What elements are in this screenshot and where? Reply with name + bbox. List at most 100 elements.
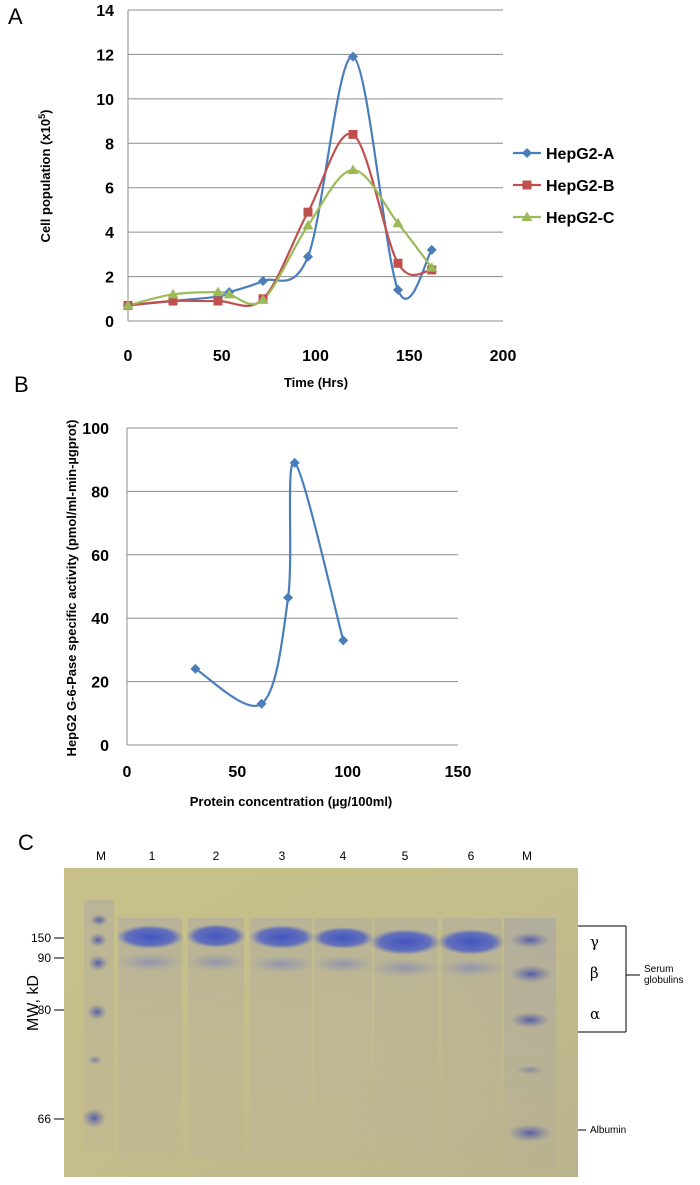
data-point-hepg2-b [168,296,178,306]
y-tick-label: 0 [100,738,109,755]
y-tick-label: 8 [105,136,114,153]
legend-label: HepG2-B [546,178,614,195]
gel-background [64,868,578,1177]
data-point-hepg2-c [167,288,179,299]
data-point-hepg2-c [257,294,269,304]
chart-a: 0 2 4 6 8 10 12 14 0 50 100 150 200 Time (Hrs) Cell … [37,3,615,390]
x-tick-label: 200 [490,348,517,365]
gel-band-annotations: γ β α Serum globulins Albumin [578,925,683,1136]
y-tick-label: 4 [105,225,114,242]
gel-gamma-bands [116,924,505,955]
legend-marker [522,148,532,158]
y-tick-label: 0 [105,314,114,331]
legend-label: HepG2-A [546,146,615,163]
mw-marker-label: 80 [38,1003,52,1017]
gamma-label: γ [590,933,599,951]
data-point-hepg2-c [426,262,438,272]
series-line-hepg2-a [127,55,433,307]
x-tick-label: 150 [396,348,423,365]
legend-marker [521,211,533,221]
x-tick-label: 50 [213,348,231,365]
x-tick-label: 150 [445,764,472,781]
chart-b-y-axis-label: HepG2 G-6-Pase specific activity (pmol/m… [64,420,79,757]
gel-beta-bands [116,953,505,977]
gel-lane-labels: M 1 2 3 4 5 6 M [96,849,532,863]
data-point [289,457,300,468]
gel-lane-label: M [522,849,532,863]
gel-mw-axis-label: MW, kD [25,975,42,1031]
data-point-hepg2-b [348,129,358,139]
gel-lane-label: 3 [279,849,286,863]
series-line-hepg2-b [127,132,432,307]
serum-globulins-label: Serum [644,964,673,975]
x-tick-label: 0 [123,764,132,781]
gel-lane-label: 6 [468,849,475,863]
gel-lane-label: 2 [213,849,220,863]
x-tick-label: 100 [302,348,329,365]
data-point-hepg2-a [348,51,358,62]
y-tick-label: 100 [82,421,109,438]
panel-label-a: A [8,4,23,29]
data-point [190,663,201,674]
chart-b-tick-labels: 0 20 40 60 80 100 0 50 100 150 [82,421,471,781]
chart-a-tick-labels: 0 2 4 6 8 10 12 14 0 50 100 150 200 [96,3,516,365]
y-tick-label: 6 [105,181,114,198]
chart-a-gridlines [128,9,503,278]
data-point-hepg2-c [347,164,359,174]
chart-a-series-lines [127,55,433,307]
serum-globulins-label: globulins [644,975,683,986]
panel-label-b: B [14,372,29,397]
data-point-hepg2-c [223,288,235,299]
y-tick-label: 80 [91,484,109,501]
panel-label-c: C [18,830,34,855]
x-tick-label: 100 [334,764,361,781]
legend-marker [522,180,532,190]
chart-a-legend: HepG2-A HepG2-B HepG2-C [513,146,615,227]
data-point [256,698,267,709]
chart-a-markers [122,51,438,311]
data-point-hepg2-a [393,284,403,295]
mw-marker-label: 66 [38,1112,52,1126]
mw-marker-label: 90 [38,951,52,965]
y-tick-label: 10 [96,92,114,109]
series-line [194,461,345,707]
gel-left-marker-bands [82,914,108,1128]
data-point-hepg2-b [393,258,403,268]
gel-lane-label: 1 [149,849,156,863]
x-tick-label: 0 [124,348,133,365]
data-point-hepg2-a [426,244,437,255]
gel-right-marker-bands [508,932,552,1142]
chart-b-x-axis-label: Protein concentration (µg/100ml) [190,794,393,809]
chart-b-gridlines [127,427,458,683]
data-point-hepg2-c [392,217,404,228]
chart-a-y-axis-label: Cell population (x105) [37,110,53,243]
data-point-hepg2-b [213,296,223,306]
data-point [283,592,294,603]
y-tick-label: 12 [96,47,114,64]
x-tick-label: 50 [228,764,246,781]
chart-b-markers [190,457,349,709]
data-point-hepg2-c [212,286,224,297]
y-tick-label: 40 [91,611,109,628]
gel-lane-label: 5 [402,849,409,863]
alpha-label: α [590,1005,600,1023]
data-point-hepg2-c [122,299,134,310]
data-point-hepg2-a [303,251,313,262]
chart-b-axes [126,428,458,746]
gel-lane-label: M [96,849,106,863]
albumin-label: Albumin [590,1125,626,1136]
gel-lane-label: 4 [340,849,347,863]
chart-a-axes [127,10,503,322]
data-point-hepg2-a [258,276,268,287]
data-point [338,635,349,646]
y-tick-label: 20 [91,675,109,692]
beta-label: β [590,964,599,982]
y-tick-label: 60 [91,548,109,565]
gel-lane-smears [84,900,556,1168]
chart-b-series-line [194,461,345,707]
data-point-hepg2-c [302,219,314,230]
chart-a-x-axis-label: Time (Hrs) [284,375,348,390]
mw-marker-label: 150 [31,931,51,945]
y-tick-label: 2 [105,270,114,287]
y-tick-label: 14 [96,3,114,20]
